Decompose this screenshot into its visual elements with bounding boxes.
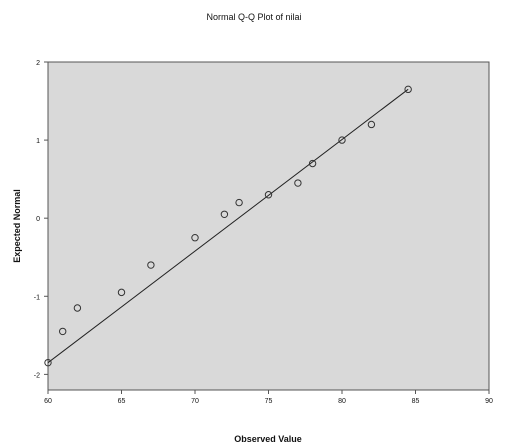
data-point bbox=[191, 234, 199, 242]
y-tick-label: -2 bbox=[34, 372, 40, 379]
reference-line bbox=[47, 88, 409, 364]
data-point bbox=[264, 191, 273, 199]
data-point bbox=[367, 120, 376, 129]
data-point bbox=[220, 210, 229, 218]
reference-line-layer bbox=[47, 88, 409, 364]
points-layer bbox=[44, 85, 412, 367]
data-point bbox=[294, 179, 302, 187]
y-tick-label: 2 bbox=[36, 60, 40, 67]
x-tick-label: 90 bbox=[485, 398, 493, 405]
x-tick-label: 80 bbox=[338, 398, 346, 405]
y-axis-label: Expected Normal bbox=[12, 189, 22, 263]
x-tick-label: 60 bbox=[44, 398, 52, 405]
chart-title: Normal Q-Q Plot of nilai bbox=[206, 12, 301, 22]
data-point bbox=[147, 261, 155, 269]
plot-area bbox=[47, 61, 490, 391]
ticks-layer: 60 65 70 75 80 85 90 2 1 0 -1 -2 bbox=[34, 60, 493, 405]
data-point bbox=[59, 327, 67, 336]
x-tick-label: 75 bbox=[265, 398, 273, 405]
y-tick-label: -1 bbox=[34, 294, 40, 301]
x-tick-label: 70 bbox=[191, 398, 199, 405]
data-point bbox=[117, 288, 126, 297]
x-tick-label: 65 bbox=[118, 398, 126, 405]
y-tick-label: 0 bbox=[36, 216, 40, 223]
x-tick-label: 85 bbox=[412, 398, 420, 405]
data-point bbox=[308, 159, 317, 168]
data-point bbox=[235, 198, 243, 207]
x-axis-label: Observed Value bbox=[234, 434, 302, 444]
data-point bbox=[404, 85, 412, 94]
data-point bbox=[73, 304, 82, 312]
y-tick-label: 1 bbox=[36, 138, 40, 145]
data-point bbox=[338, 136, 346, 144]
data-point bbox=[44, 358, 52, 367]
